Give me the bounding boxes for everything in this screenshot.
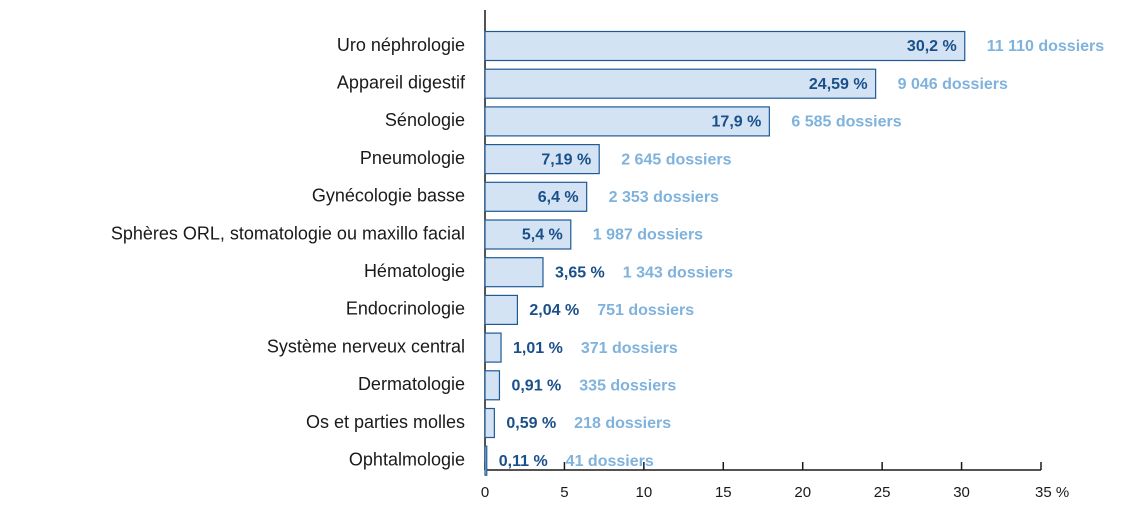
category-label: Uro néphrologie [337, 35, 465, 55]
category-label: Sénologie [385, 110, 465, 130]
count-label: 335 dossiers [579, 378, 676, 395]
count-label: 2 645 dossiers [621, 151, 731, 168]
bar [484, 219, 572, 250]
value-label: 1,01 % [513, 340, 563, 357]
count-label: 218 dossiers [574, 415, 671, 432]
category-label: Sphères ORL, stomatologie ou maxillo fac… [111, 223, 465, 243]
bar [484, 106, 770, 137]
category-label: Gynécologie basse [312, 186, 465, 206]
count-label: 6 585 dossiers [791, 114, 901, 131]
value-label: 24,59 % [809, 76, 868, 93]
bar [484, 144, 600, 175]
x-tick-label: 15 [715, 484, 732, 501]
value-label: 17,9 % [712, 114, 762, 131]
category-label: Ophtalmologie [349, 449, 465, 469]
bar [484, 30, 966, 62]
count-label: 1 987 dossiers [593, 227, 703, 244]
count-label: 371 dossiers [581, 340, 678, 357]
bar [484, 332, 502, 363]
value-label: 30,2 % [907, 38, 957, 55]
category-label: Système nerveux central [267, 336, 465, 356]
bar [484, 257, 544, 288]
x-tick-label: 5 [560, 484, 568, 501]
value-label: 0,59 % [506, 415, 556, 432]
x-tick-label: 10 [636, 484, 653, 501]
value-label: 2,04 % [529, 302, 579, 319]
bar [484, 407, 495, 439]
category-label: Pneumologie [360, 148, 465, 168]
bar [484, 68, 877, 99]
category-label: Dermatologie [358, 374, 465, 394]
count-label: 1 343 dossiers [623, 264, 733, 281]
x-tick-label: 0 [481, 484, 489, 501]
category-label: Appareil digestif [337, 72, 466, 92]
count-label: 751 dossiers [597, 302, 694, 319]
x-tick-label: 35 % [1035, 484, 1069, 501]
value-label: 6,4 % [538, 189, 579, 206]
bar [484, 445, 488, 476]
value-label: 0,11 % [499, 453, 548, 470]
x-tick-label: 20 [794, 484, 811, 501]
x-tick-label: 30 [953, 484, 970, 501]
x-tick-label: 25 [874, 484, 891, 501]
count-label: 2 353 dossiers [609, 189, 719, 206]
bar [484, 370, 501, 401]
value-label: 0,91 % [511, 378, 561, 395]
category-label: Hématologie [364, 261, 465, 281]
value-label: 3,65 % [555, 264, 605, 281]
count-label: 41 dossiers [566, 453, 654, 470]
value-label: 5,4 % [522, 227, 563, 244]
bar [484, 181, 588, 212]
value-label: 7,19 % [541, 151, 591, 168]
count-label: 9 046 dossiers [898, 76, 1008, 93]
category-label: Endocrinologie [346, 299, 465, 319]
count-label: 11 110 dossiers [987, 38, 1105, 55]
bar [484, 294, 519, 325]
category-label: Os et parties molles [306, 412, 465, 432]
